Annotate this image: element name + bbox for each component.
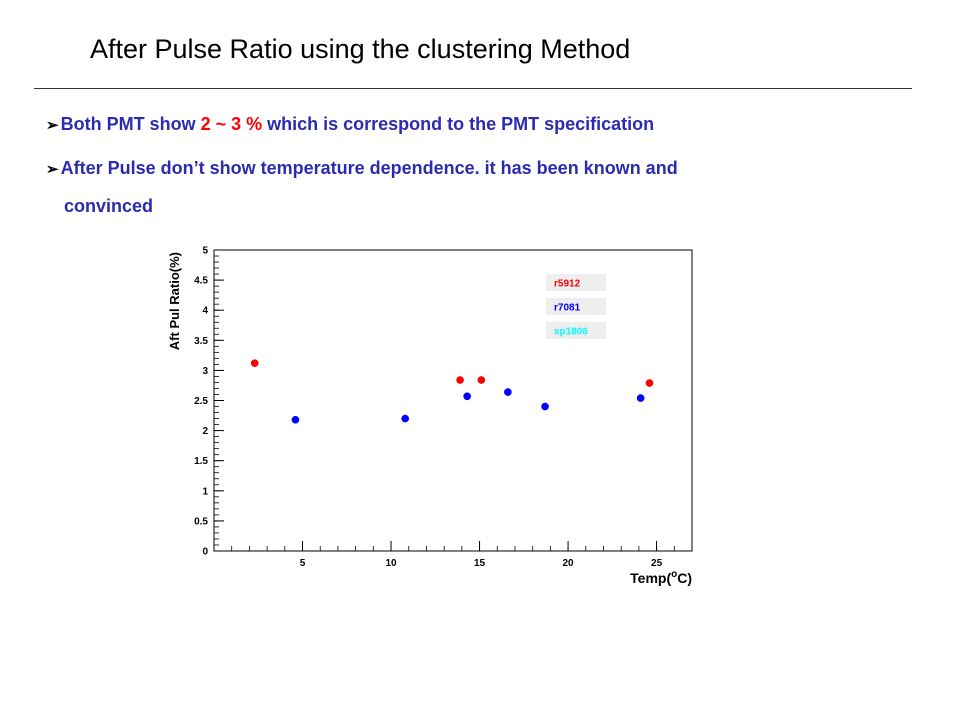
arrow-bullet-icon: ➢ [46, 117, 59, 134]
chart-axes: 0 0.5 1 1.5 2 2.5 3 3.5 4 4.5 5 5 10 15 20 25 Aft Pul Ra… [167, 246, 693, 586]
bullet-item-pmt-ratio: ➢ Both PMT show 2 ~ 3 % which is correspo… [46, 103, 926, 147]
bullet-item-temperature: ➢ After Pulse don’t show temperature depe… [46, 147, 926, 191]
y-tick-label: 0.5 [194, 516, 208, 527]
data-point-r5912 [456, 376, 464, 384]
x-tick-label: 15 [474, 558, 486, 569]
y-tick-label: 3.5 [194, 336, 208, 347]
y-tick-label: 3 [202, 366, 208, 377]
legend-entry-box [546, 322, 606, 339]
x-tick-label: 25 [651, 558, 663, 569]
legend-entry-label: r7081 [554, 303, 581, 314]
bullet-list: ➢ Both PMT show 2 ~ 3 % which is correspo… [46, 103, 926, 221]
bullet-text-before: Both PMT show [60, 114, 201, 134]
title-divider [34, 88, 912, 89]
y-tick-label: 4 [202, 306, 208, 317]
legend-entry-box [546, 274, 606, 291]
legend-entry-label: r5912 [554, 279, 581, 290]
chart-legend: r5912 r7081 xp1806 [546, 274, 606, 339]
y-tick-label: 5 [202, 246, 208, 257]
y-tick-label: 2.5 [194, 396, 208, 407]
data-point-r7081 [504, 388, 512, 396]
data-point-r7081 [636, 394, 645, 402]
data-point-r7081 [463, 392, 472, 401]
data-point-r5912 [645, 379, 654, 387]
bullet-continuation: convinced [64, 196, 154, 216]
x-axis-title: Temp(oC) [630, 569, 692, 586]
plot-frame [213, 249, 693, 552]
y-tick-label: 2 [202, 426, 208, 437]
data-point-r7081 [401, 414, 410, 423]
legend-entry-label: xp1806 [554, 327, 588, 338]
scatter-chart: 0 0.5 1 1.5 2 2.5 3 3.5 4 4.5 5 5 10 15 20 25 Aft Pul Ra… [167, 246, 693, 586]
data-point-r5912 [250, 359, 259, 368]
chart-points [250, 359, 654, 424]
y-axis-title: Aft Pul Ratio(%) [167, 252, 182, 350]
y-tick-label: 1.5 [194, 456, 208, 467]
arrow-bullet-icon: ➢ [46, 161, 59, 178]
x-tick-label: 5 [300, 558, 306, 569]
data-point-r7081 [541, 402, 549, 411]
bullet-text-after: which is correspond to the PMT specifica… [262, 114, 655, 134]
slide-title: After Pulse Ratio using the clustering M… [90, 34, 631, 64]
legend-entry-box [546, 298, 606, 315]
y-tick-label: 4.5 [194, 276, 208, 287]
data-point-r7081 [291, 415, 300, 424]
y-tick-label: 1 [202, 486, 208, 497]
bullet-text: After Pulse don’t show temperature depen… [60, 158, 678, 178]
x-tick-label: 20 [563, 558, 575, 569]
data-point-r5912 [477, 376, 486, 384]
x-tick-label: 10 [385, 558, 397, 569]
y-tick-label: 0 [202, 547, 208, 558]
bullet-highlight: 2 ~ 3 % [200, 114, 263, 134]
